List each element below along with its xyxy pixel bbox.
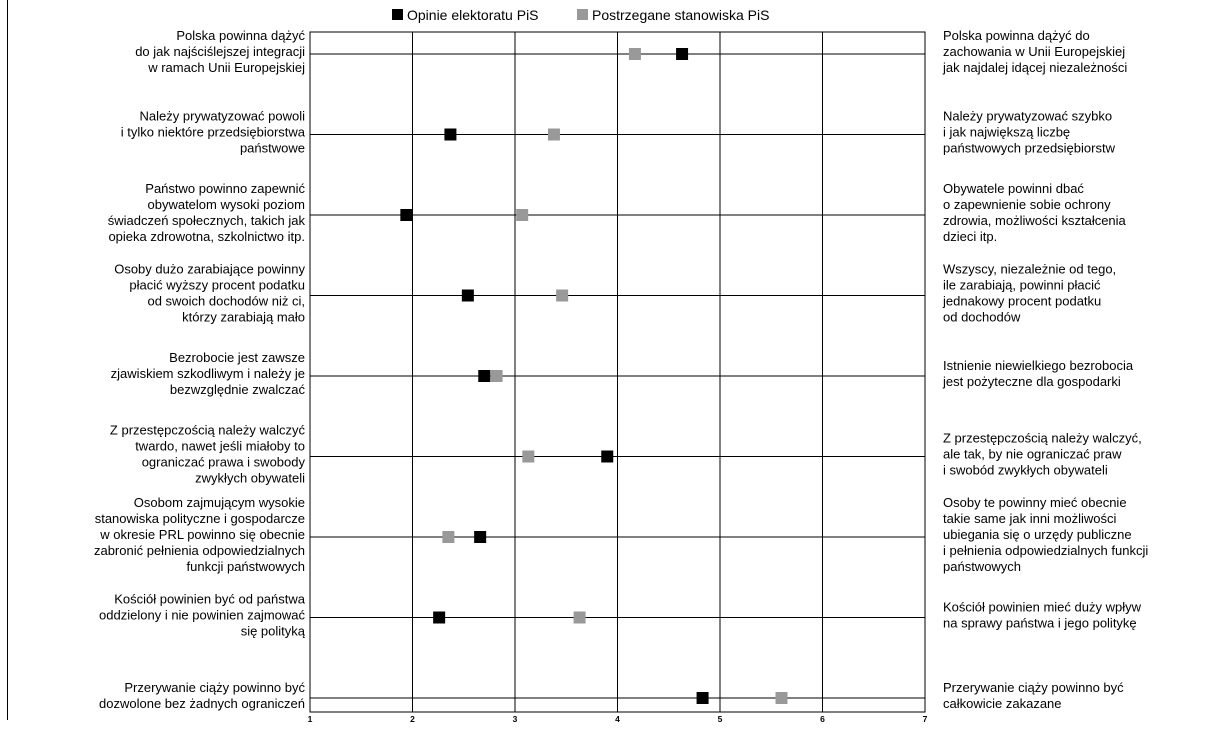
right-statement-line: ile zarabiają, powinni płacić — [943, 278, 1101, 293]
left-statement-line: państwowe — [240, 141, 305, 156]
right-statement-line: i pełnienia odpowiedzialnych funkcji — [943, 543, 1148, 558]
marker-opinie-elektoratu — [433, 611, 446, 624]
marker-opinie-elektoratu — [676, 48, 689, 60]
legend-label-1: Opinie elektoratu PiS — [407, 7, 539, 23]
right-statement-line: i swobód zwykłych obywateli — [943, 463, 1108, 478]
marker-postrzegane-stanowiska — [516, 209, 529, 221]
x-tick-label: 7 — [923, 714, 928, 724]
right-statement-line: jednakowy procent podatku — [942, 294, 1101, 309]
left-statement-line: Z przestępczością należy walczyć — [110, 423, 306, 438]
left-statement-line: zjawiskiem szkodliwym i należy je — [111, 366, 305, 381]
right-statement-line: jest pożyteczne dla gospodarki — [942, 374, 1121, 389]
left-statement-line: zabronić pełnienia odpowiedzialnych — [94, 543, 305, 558]
marker-opinie-elektoratu — [601, 450, 614, 463]
right-statement-line: jak najdalej idącej niezależności — [942, 60, 1127, 75]
marker-postrzegane-stanowiska — [442, 531, 455, 543]
right-statement-line: Obywatele powinni dbać — [943, 181, 1084, 196]
left-statement-line: zwykłych obywateli — [195, 471, 305, 486]
right-statement-line: Istnienie niewielkiego bezrobocia — [943, 358, 1134, 373]
left-statement-line: i tylko niektóre przedsiębiorstwa — [121, 125, 306, 140]
left-statement-line: którzy zarabiają mało — [182, 310, 305, 325]
right-statement-line: Kościół powinien mieć duży wpływ — [943, 600, 1142, 615]
marker-opinie-elektoratu — [461, 289, 474, 302]
marker-postrzegane-stanowiska — [628, 48, 641, 60]
right-statement-line: na sprawy państwa i jego politykę — [943, 616, 1137, 631]
marker-opinie-elektoratu — [400, 209, 413, 221]
right-statement-line: o zapewnienie sobie ochrony — [943, 197, 1111, 212]
left-statement-line: Przerywanie ciąży powinno być — [124, 680, 305, 695]
x-tick-label: 6 — [820, 714, 825, 724]
marker-opinie-elektoratu — [696, 692, 709, 704]
left-statement-line: się polityką — [241, 624, 306, 639]
left-statement-line: Bezrobocie jest zawsze — [169, 350, 305, 365]
right-statement-line: od dochodów — [943, 310, 1021, 325]
left-statement-line: Osoby dużo zarabiające powinny — [114, 262, 305, 277]
x-tick-label: 4 — [615, 714, 620, 724]
legend-swatch-1 — [392, 9, 403, 20]
right-statement-line: Należy prywatyzować szybko — [943, 109, 1112, 124]
right-statement-line: państwowych przedsiębiorstw — [943, 141, 1116, 156]
left-statement-line: Osobom zajmującym wysokie — [134, 495, 305, 510]
right-statement-line: całkowicie zakazane — [943, 696, 1062, 711]
right-statement-line: Przerywanie ciąży powinno być — [943, 680, 1124, 695]
right-statement-line: ale tak, by nie ograniczać praw — [943, 447, 1122, 462]
marker-opinie-elektoratu — [444, 128, 457, 141]
left-statement-line: od swoich dochodów niż ci, — [147, 294, 305, 309]
right-statement-line: państwowych — [943, 559, 1021, 574]
marker-opinie-elektoratu — [474, 531, 487, 543]
left-statement-line: płacić wyższy procent podatku — [129, 278, 305, 293]
right-statement-line: i jak największą liczbę — [943, 125, 1070, 140]
right-statement-line: dzieci itp. — [943, 229, 997, 244]
left-statement-line: w ramach Unii Europejskiej — [147, 60, 305, 75]
left-statement-line: opieka zdrowotna, szkolnictwo itp. — [108, 229, 305, 244]
right-statement-line: Z przestępczością należy walczyć, — [943, 431, 1142, 446]
left-statement-line: bezwzględnie zwalczać — [170, 382, 306, 397]
marker-postrzegane-stanowiska — [490, 370, 503, 382]
left-statement-line: Kościół powinien być od państwa — [114, 592, 306, 607]
marker-opinie-elektoratu — [478, 370, 491, 382]
marker-postrzegane-stanowiska — [547, 128, 560, 141]
x-tick-label: 1 — [308, 714, 313, 724]
left-statement-line: oddzielony i nie powinien zajmować — [99, 608, 305, 623]
right-statement-line: takie same jak inni możliwości — [943, 511, 1117, 526]
left-statement-line: Należy prywatyzować powoli — [140, 109, 306, 124]
x-tick-label: 3 — [513, 714, 518, 724]
left-statement-line: ograniczać prawa i swobody — [142, 455, 306, 470]
left-statement-line: stanowiska polityczne i gospodarcze — [95, 511, 305, 526]
left-statement-line: dozwolone bez żadnych ograniczeń — [99, 696, 305, 711]
marker-postrzegane-stanowiska — [556, 289, 569, 302]
left-statement-line: świadczeń społecznych, takich jak — [108, 213, 306, 228]
legend-swatch-2 — [577, 9, 588, 20]
right-statement-line: Osoby te powinny mieć obecnie — [943, 495, 1127, 510]
marker-postrzegane-stanowiska — [522, 450, 535, 463]
left-statement-line: Państwo powinno zapewnić — [145, 181, 305, 196]
right-statement-line: ubiegania się o urzędy publiczne — [943, 527, 1132, 542]
right-statement-line: Polska powinna dążyć do — [943, 28, 1090, 43]
left-statement-line: funkcji państwowych — [187, 559, 306, 574]
left-statement-line: do jak najściślejszej integracji — [135, 44, 305, 59]
left-statement-line: obywatelom wysoki poziom — [147, 197, 305, 212]
x-tick-label: 5 — [718, 714, 723, 724]
marker-postrzegane-stanowiska — [573, 611, 586, 624]
left-border-line — [7, 0, 8, 720]
left-statement-line: Polska powinna dążyć — [176, 28, 305, 43]
marker-postrzegane-stanowiska — [775, 692, 788, 704]
right-statement-line: zachowania w Unii Europejskiej — [943, 44, 1125, 59]
left-statement-line: w okresie PRL powinno się obecnie — [99, 527, 305, 542]
legend-label-2: Postrzegane stanowiska PiS — [592, 7, 769, 23]
right-statement-line: zdrowia, możliwości kształcenia — [943, 213, 1127, 228]
x-tick-label: 2 — [410, 714, 415, 724]
left-statement-line: twardo, nawet jeśli miałoby to — [135, 439, 305, 454]
right-statement-line: Wszyscy, niezależnie od tego, — [943, 262, 1116, 277]
